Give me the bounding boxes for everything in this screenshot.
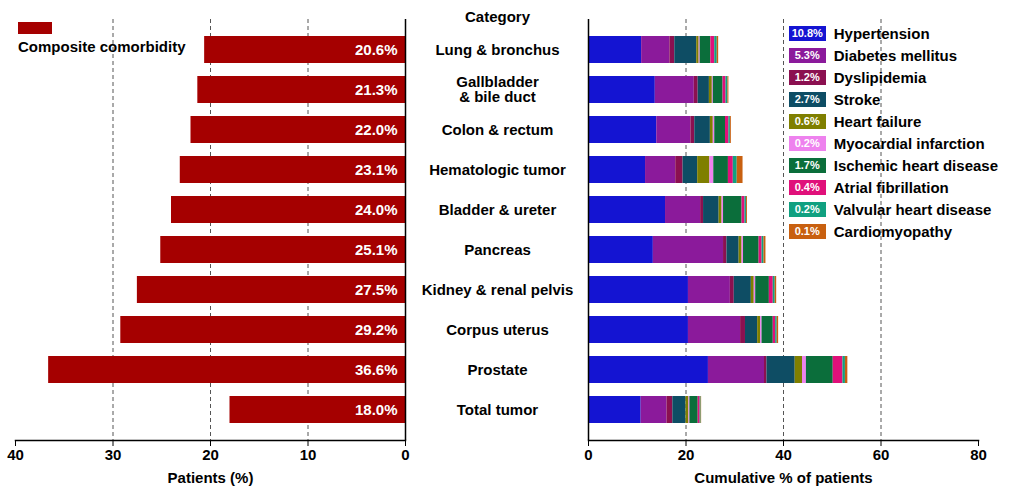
svg-text:40: 40 xyxy=(7,446,24,463)
svg-text:Total tumor: Total tumor xyxy=(457,401,539,418)
svg-text:24.0%: 24.0% xyxy=(355,201,398,218)
svg-text:Category: Category xyxy=(465,8,531,25)
svg-text:10: 10 xyxy=(300,446,317,463)
svg-text:23.1%: 23.1% xyxy=(355,161,398,178)
svg-text:40: 40 xyxy=(775,446,792,463)
svg-text:Patients (%): Patients (%) xyxy=(168,469,254,486)
svg-text:Corpus uterus: Corpus uterus xyxy=(446,321,549,338)
svg-text:27.5%: 27.5% xyxy=(355,281,398,298)
svg-text:20: 20 xyxy=(202,446,219,463)
html-text:Diabetes mellitus: Diabetes mellitus xyxy=(833,46,958,64)
html-text:1.7%: 1.7% xyxy=(794,158,820,171)
html-text:Dyslipidemia: Dyslipidemia xyxy=(833,68,927,86)
html-text:2.7%: 2.7% xyxy=(794,92,820,105)
svg-text:Kidney & renal pelvis: Kidney & renal pelvis xyxy=(422,281,574,298)
html-text:Valvular heart disease: Valvular heart disease xyxy=(833,200,992,218)
html-text:0.1%: 0.1% xyxy=(794,224,820,237)
svg-text:Cumulative % of patients: Cumulative % of patients xyxy=(694,469,872,486)
html-text:Ischemic heart disease: Ischemic heart disease xyxy=(833,156,998,174)
svg-text:25.1%: 25.1% xyxy=(355,241,398,258)
svg-text:Gallbladder& bile duct: Gallbladder& bile duct xyxy=(456,73,539,105)
svg-text:20: 20 xyxy=(678,446,695,463)
svg-text:29.2%: 29.2% xyxy=(355,321,398,338)
svg-text:20.6%: 20.6% xyxy=(355,41,398,58)
html-text:Cardiomyopathy: Cardiomyopathy xyxy=(833,222,953,240)
svg-text:22.0%: 22.0% xyxy=(355,121,398,138)
svg-text:36.6%: 36.6% xyxy=(355,361,398,378)
svg-text:Colon & rectum: Colon & rectum xyxy=(442,121,554,138)
svg-text:60: 60 xyxy=(873,446,890,463)
html-text:5.3%: 5.3% xyxy=(794,48,820,61)
html-text:0.6%: 0.6% xyxy=(794,114,820,127)
html-text:Composite comorbidity: Composite comorbidity xyxy=(18,38,186,55)
svg-text:Bladder & ureter: Bladder & ureter xyxy=(439,201,557,218)
html-text:Stroke: Stroke xyxy=(833,90,881,108)
svg-text:0: 0 xyxy=(584,446,592,463)
html-text:0.2%: 0.2% xyxy=(794,136,820,149)
html-text:0.4%: 0.4% xyxy=(794,180,820,193)
svg-text:80: 80 xyxy=(970,446,987,463)
svg-text:18.0%: 18.0% xyxy=(355,401,398,418)
svg-text:Lung & bronchus: Lung & bronchus xyxy=(435,41,559,58)
svg-text:Pancreas: Pancreas xyxy=(464,241,531,258)
html-text:10.8%: 10.8% xyxy=(791,26,823,39)
html-text:Atrial fibrillation: Atrial fibrillation xyxy=(833,178,949,196)
svg-text:Hematologic tumor: Hematologic tumor xyxy=(429,161,566,178)
html-text:1.2%: 1.2% xyxy=(794,70,820,83)
html-text:Myocardial infarction: Myocardial infarction xyxy=(833,134,985,152)
html-text:0.2%: 0.2% xyxy=(794,202,820,215)
html-text:Hypertension: Hypertension xyxy=(833,24,930,42)
svg-text:30: 30 xyxy=(105,446,122,463)
svg-text:Prostate: Prostate xyxy=(467,361,527,378)
svg-text:21.3%: 21.3% xyxy=(355,81,398,98)
html-text:Heart failure: Heart failure xyxy=(833,112,922,130)
svg-text:0: 0 xyxy=(401,446,409,463)
